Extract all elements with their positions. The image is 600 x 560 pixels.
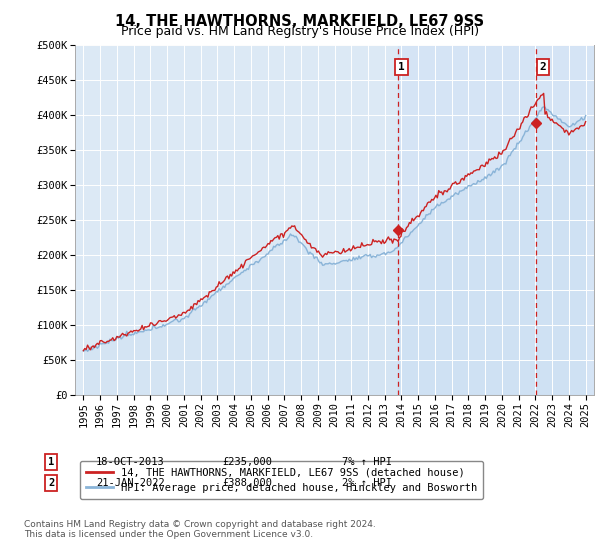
Text: 2: 2 [48, 478, 54, 488]
Text: £388,000: £388,000 [222, 478, 272, 488]
Text: 21-JAN-2022: 21-JAN-2022 [96, 478, 165, 488]
Legend: 14, THE HAWTHORNS, MARKFIELD, LE67 9SS (detached house), HPI: Average price, det: 14, THE HAWTHORNS, MARKFIELD, LE67 9SS (… [80, 461, 484, 499]
Text: 2% ↑ HPI: 2% ↑ HPI [342, 478, 392, 488]
Text: 2: 2 [539, 62, 547, 72]
Bar [398, 45, 536, 395]
Text: 7% ↑ HPI: 7% ↑ HPI [342, 457, 392, 467]
Bar [536, 45, 594, 395]
Text: 1: 1 [48, 457, 54, 467]
Text: Price paid vs. HM Land Registry's House Price Index (HPI): Price paid vs. HM Land Registry's House … [121, 25, 479, 38]
Text: Contains HM Land Registry data © Crown copyright and database right 2024.
This d: Contains HM Land Registry data © Crown c… [24, 520, 376, 539]
Text: 18-OCT-2013: 18-OCT-2013 [96, 457, 165, 467]
Text: 1: 1 [398, 62, 405, 72]
Text: 14, THE HAWTHORNS, MARKFIELD, LE67 9SS: 14, THE HAWTHORNS, MARKFIELD, LE67 9SS [115, 14, 485, 29]
Text: £235,000: £235,000 [222, 457, 272, 467]
